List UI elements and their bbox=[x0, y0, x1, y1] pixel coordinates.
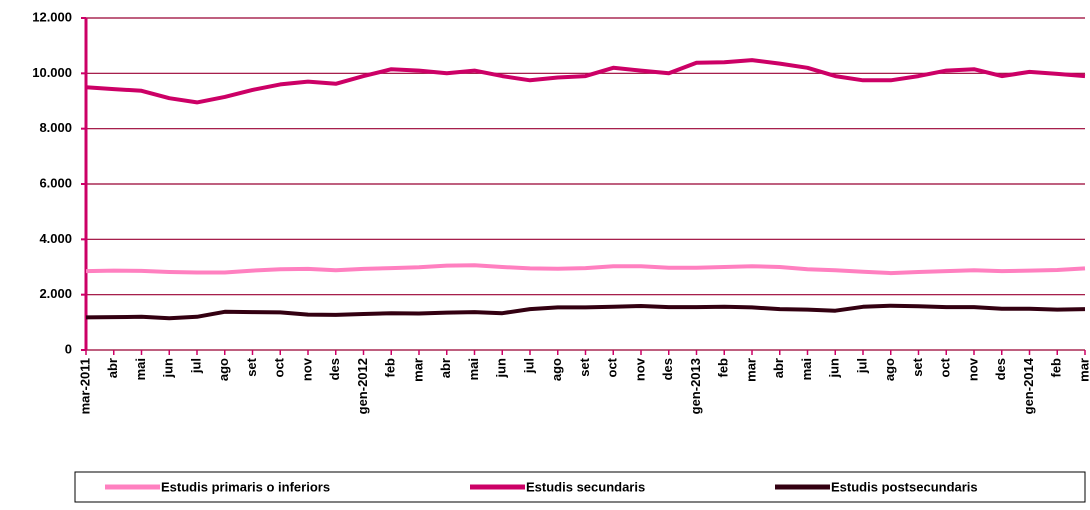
x-tick-label: jun bbox=[827, 358, 842, 379]
x-tick-label: mar bbox=[743, 358, 758, 382]
x-tick-label: feb bbox=[716, 358, 731, 378]
x-tick-label: set bbox=[910, 357, 925, 376]
x-tick-label: set bbox=[244, 357, 259, 376]
legend-label: Estudis primaris o inferiors bbox=[161, 479, 330, 494]
legend-box bbox=[74, 471, 1086, 503]
x-tick-label: feb bbox=[383, 358, 398, 378]
x-tick-label: mai bbox=[133, 358, 148, 380]
x-tick-label: jul bbox=[521, 358, 536, 374]
x-tick-label: jul bbox=[188, 358, 203, 374]
series-line bbox=[85, 58, 1086, 105]
x-tick-label: mar bbox=[1076, 358, 1090, 382]
y-tick-label: 12.000 bbox=[32, 9, 72, 24]
x-tick-label: des bbox=[993, 358, 1008, 380]
x-tick-label: jun bbox=[161, 358, 176, 379]
x-tick-label: oct bbox=[605, 357, 620, 377]
x-tick-label: feb bbox=[1049, 358, 1064, 378]
x-tick-label: mar bbox=[410, 358, 425, 382]
y-tick-label: 4.000 bbox=[39, 231, 72, 246]
x-tick-label: abr bbox=[438, 358, 453, 378]
x-tick-label: set bbox=[577, 357, 592, 376]
legend-label: Estudis secundaris bbox=[526, 479, 645, 494]
y-tick-label: 6.000 bbox=[39, 175, 72, 190]
x-tick-label: des bbox=[327, 358, 342, 380]
x-tick-label: gen-2012 bbox=[355, 358, 370, 414]
x-tick-label: nov bbox=[965, 357, 980, 381]
x-tick-label: ago bbox=[216, 358, 231, 381]
x-tick-label: gen-2013 bbox=[688, 358, 703, 414]
y-tick-label: 10.000 bbox=[32, 65, 72, 80]
x-tick-label: jul bbox=[854, 358, 869, 374]
y-tick-label: 2.000 bbox=[39, 286, 72, 301]
x-tick-label: mai bbox=[466, 358, 481, 380]
x-tick-label: des bbox=[660, 358, 675, 380]
x-tick-label: gen-2014 bbox=[1021, 357, 1036, 414]
x-tick-label: jun bbox=[494, 358, 509, 379]
x-tick-label: abr bbox=[771, 358, 786, 378]
series-line bbox=[85, 263, 1086, 276]
x-tick-label: ago bbox=[882, 358, 897, 381]
x-tick-label: mai bbox=[799, 358, 814, 380]
x-tick-label: ago bbox=[549, 358, 564, 381]
x-tick-label: abr bbox=[105, 358, 120, 378]
y-tick-label: 0 bbox=[65, 341, 72, 356]
x-tick-label: nov bbox=[632, 357, 647, 381]
x-tick-label: nov bbox=[299, 357, 314, 381]
x-tick-label: oct bbox=[272, 357, 287, 377]
x-tick-label: mar-2011 bbox=[77, 358, 92, 414]
y-tick-label: 8.000 bbox=[39, 120, 72, 135]
legend-label: Estudis postsecundaris bbox=[831, 479, 978, 494]
series-line bbox=[85, 303, 1086, 321]
x-tick-label: oct bbox=[938, 357, 953, 377]
